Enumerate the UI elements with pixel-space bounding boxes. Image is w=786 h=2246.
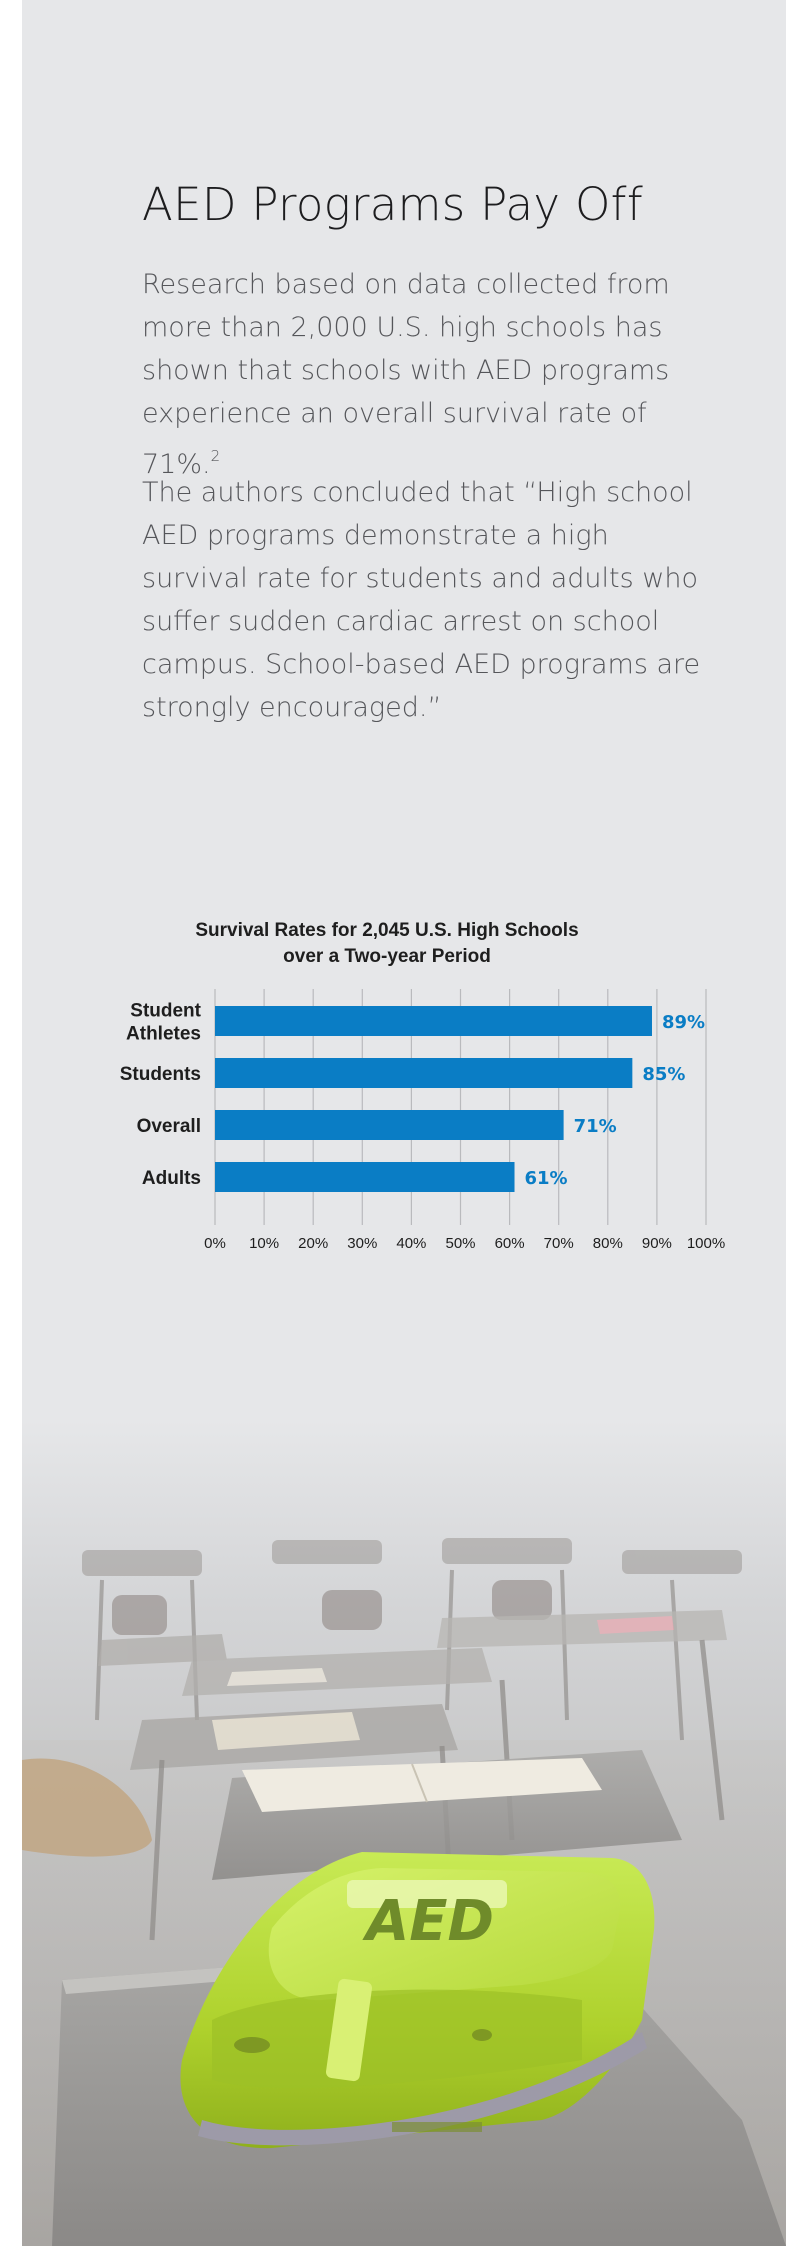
bar xyxy=(215,1058,633,1088)
survival-rate-chart: 0% 10% 20% 30% 40% 50% 60% 70% 80% 90% 100% 89% Stud… xyxy=(120,989,725,1252)
intro-paragraph: Research based on data collected from mo… xyxy=(142,263,702,486)
quote-paragraph: The authors concluded that “High school … xyxy=(142,477,701,723)
bar xyxy=(215,1162,515,1192)
bar-value-label: 89% xyxy=(662,1012,705,1033)
chart-title-line-2: over a Two-year Period xyxy=(283,946,491,967)
x-tick-label: 80% xyxy=(593,1235,623,1252)
aed-device-label: AED xyxy=(362,1889,494,1954)
category-label: Student xyxy=(130,1001,201,1022)
x-tick-label: 100% xyxy=(687,1235,725,1252)
category-label: Students xyxy=(120,1064,201,1085)
x-tick-label: 50% xyxy=(445,1235,475,1252)
x-tick-label: 30% xyxy=(347,1235,377,1252)
bar-value-label: 85% xyxy=(642,1064,685,1085)
aed-device: AED xyxy=(180,1852,655,2149)
category-label: Athletes xyxy=(126,1024,201,1045)
x-tick-label: 0% xyxy=(204,1235,226,1252)
page-title: AED Programs Pay Off xyxy=(142,178,643,231)
x-tick-label: 70% xyxy=(544,1235,574,1252)
x-tick-label: 10% xyxy=(249,1235,279,1252)
chart-title-line-1: Survival Rates for 2,045 U.S. High Schoo… xyxy=(195,920,579,941)
category-label: Overall xyxy=(137,1116,201,1137)
footnote-marker: 2 xyxy=(210,447,221,465)
x-tick-label: 90% xyxy=(642,1235,672,1252)
bar-value-label: 71% xyxy=(574,1116,617,1137)
classroom-aed-photo: AED xyxy=(22,1420,786,2246)
bar xyxy=(215,1006,652,1036)
intro-text: Research based on data collected from mo… xyxy=(142,269,670,480)
bar xyxy=(215,1110,564,1140)
x-tick-label: 20% xyxy=(298,1235,328,1252)
chart-title: Survival Rates for 2,045 U.S. High Schoo… xyxy=(172,918,602,970)
bar-value-label: 61% xyxy=(525,1168,568,1189)
category-label: Adults xyxy=(142,1168,201,1189)
page: AED Programs Pay Off Research based on d… xyxy=(22,0,786,2246)
x-tick-label: 60% xyxy=(495,1235,525,1252)
x-tick-label: 40% xyxy=(396,1235,426,1252)
